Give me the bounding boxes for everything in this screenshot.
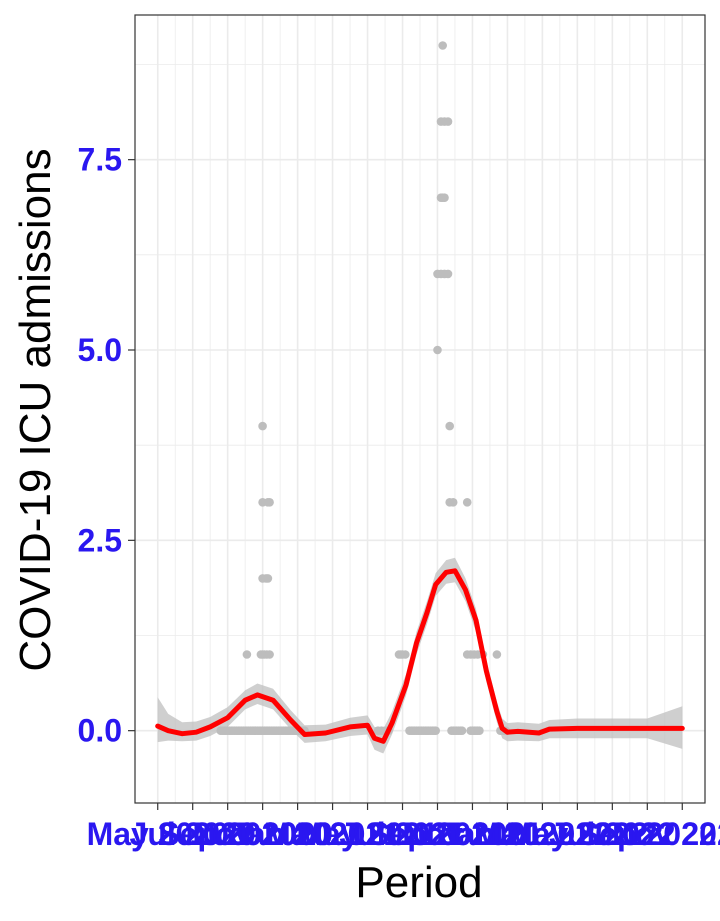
data-point bbox=[448, 498, 458, 507]
data-point bbox=[445, 421, 455, 431]
data-point bbox=[457, 726, 467, 735]
x-tick-label: Jul 2021 bbox=[339, 816, 465, 852]
y-tick-label: 5.0 bbox=[78, 332, 122, 368]
minor-grid bbox=[135, 15, 705, 803]
data-point bbox=[263, 574, 273, 583]
panel-border bbox=[134, 14, 706, 804]
y-axis-title: COVID-19 ICU admissions bbox=[11, 148, 60, 671]
y-axis-ticks: 0.0 2.5 5.0 7.5 bbox=[78, 142, 135, 749]
data-point bbox=[242, 650, 252, 659]
x-tick-label: Nov 2022 bbox=[612, 816, 720, 852]
data-point bbox=[475, 726, 484, 735]
data-point bbox=[438, 41, 448, 50]
x-tick-label: Jul 2022 bbox=[549, 816, 675, 852]
x-tick-label: Sep 2022 bbox=[578, 816, 717, 852]
confidence-ribbon bbox=[157, 557, 683, 754]
data-point bbox=[443, 269, 453, 279]
x-tick-label: Mar 2022 bbox=[474, 816, 611, 852]
x-tick-label: Sep 2021 bbox=[368, 816, 507, 852]
x-tick-label: Jul 2020 bbox=[130, 816, 256, 852]
data-point bbox=[401, 650, 410, 659]
x-tick-label: Jan 2022 bbox=[440, 816, 575, 852]
data-point bbox=[433, 345, 442, 355]
confidence-band bbox=[157, 557, 683, 754]
data-point bbox=[462, 498, 472, 507]
data-point bbox=[443, 117, 453, 126]
y-tick-label: 2.5 bbox=[78, 522, 122, 558]
x-tick-label: Mar 2021 bbox=[264, 816, 401, 852]
x-tick-label: Jan 2021 bbox=[230, 816, 365, 852]
x-tick-label: May 2022 bbox=[506, 816, 648, 852]
y-tick-label: 7.5 bbox=[78, 142, 122, 178]
x-axis-title: Period bbox=[355, 858, 482, 907]
x-tick-label: May 2020 bbox=[87, 816, 229, 852]
data-point bbox=[258, 421, 267, 431]
x-tick-label: May 2021 bbox=[296, 816, 438, 852]
smooth-line bbox=[155, 568, 685, 744]
smoothed-trend-line bbox=[155, 568, 685, 744]
x-tick-label: Nov 2020 bbox=[192, 816, 333, 852]
data-point bbox=[440, 193, 449, 202]
y-tick-label: 0.0 bbox=[78, 713, 122, 749]
data-point bbox=[492, 650, 502, 659]
x-tick-label: Sep 2020 bbox=[158, 816, 297, 852]
data-point bbox=[265, 650, 274, 659]
data-point bbox=[265, 498, 274, 507]
data-points bbox=[216, 41, 511, 735]
x-tick-label: Nov 2021 bbox=[402, 816, 543, 852]
data-point bbox=[431, 726, 441, 735]
